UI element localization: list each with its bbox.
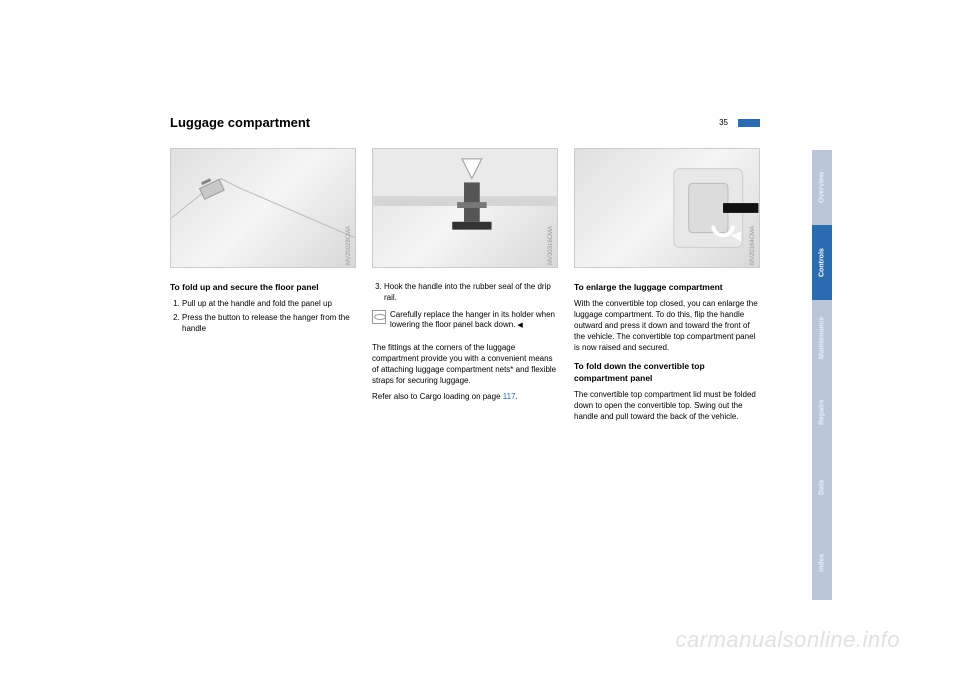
col1-steps: Pull up at the handle and fold the panel… bbox=[170, 299, 356, 334]
col2-step-3: Hook the handle into the rubber seal of … bbox=[384, 282, 558, 304]
figure-3-label: MV20164CMA bbox=[749, 226, 757, 265]
column-1: MV20028CMA To fold up and secure the flo… bbox=[170, 148, 356, 429]
col3-heading1: To enlarge the luggage compartment bbox=[574, 282, 760, 293]
tab-maintenance[interactable]: Maintenance bbox=[812, 300, 832, 375]
col2-p2b: . bbox=[516, 392, 518, 401]
col3-p2: The convertible top compartment lid must… bbox=[574, 390, 760, 422]
watermark: carmanualsonline.info bbox=[675, 627, 900, 653]
tab-data[interactable]: Data bbox=[812, 450, 832, 525]
page-number-block: 35 bbox=[719, 118, 760, 127]
col1-heading: To fold up and secure the floor panel bbox=[170, 282, 356, 293]
column-2: MV30316CMA Hook the handle into the rubb… bbox=[372, 148, 558, 429]
col1-step-1: Pull up at the handle and fold the panel… bbox=[182, 299, 356, 310]
figure-1: MV20028CMA bbox=[170, 148, 356, 268]
page-bar-icon bbox=[738, 119, 760, 127]
side-tabs: Overview Controls Maintenance Repairs Da… bbox=[812, 150, 832, 600]
col2-p2: Refer also to Cargo loading on page 117. bbox=[372, 392, 558, 403]
columns: MV20028CMA To fold up and secure the flo… bbox=[170, 148, 760, 429]
col3-heading2: To fold down the convertible top compart… bbox=[574, 361, 760, 384]
figure-2-label: MV30316CMA bbox=[547, 226, 555, 265]
tab-index[interactable]: Index bbox=[812, 525, 832, 600]
note-block: Carefully replace the hanger in its hold… bbox=[372, 310, 558, 338]
col2-note: Carefully replace the hanger in its hold… bbox=[390, 310, 558, 332]
figure-1-label: MV20028CMA bbox=[345, 226, 353, 265]
col3-p1: With the convertible top closed, you can… bbox=[574, 299, 760, 353]
eye-icon bbox=[372, 310, 386, 324]
tab-repairs[interactable]: Repairs bbox=[812, 375, 832, 450]
col2-p2a: Refer also to Cargo loading on page bbox=[372, 392, 503, 401]
figure-3: MV20164CMA bbox=[574, 148, 760, 268]
col1-step-2: Press the button to release the hanger f… bbox=[182, 313, 356, 335]
col2-p1: The fittings at the corners of the lugga… bbox=[372, 343, 558, 386]
page-header: Luggage compartment 35 bbox=[170, 115, 760, 130]
page-link-117[interactable]: 117 bbox=[503, 392, 516, 401]
tab-overview[interactable]: Overview bbox=[812, 150, 832, 225]
page-content: Luggage compartment 35 MV20028CMA To fol… bbox=[170, 115, 760, 429]
col2-steps: Hook the handle into the rubber seal of … bbox=[372, 282, 558, 304]
tab-controls[interactable]: Controls bbox=[812, 225, 832, 300]
figure-2: MV30316CMA bbox=[372, 148, 558, 268]
page-number: 35 bbox=[719, 118, 728, 127]
column-3: MV20164CMA To enlarge the luggage compar… bbox=[574, 148, 760, 429]
page-title: Luggage compartment bbox=[170, 115, 310, 130]
